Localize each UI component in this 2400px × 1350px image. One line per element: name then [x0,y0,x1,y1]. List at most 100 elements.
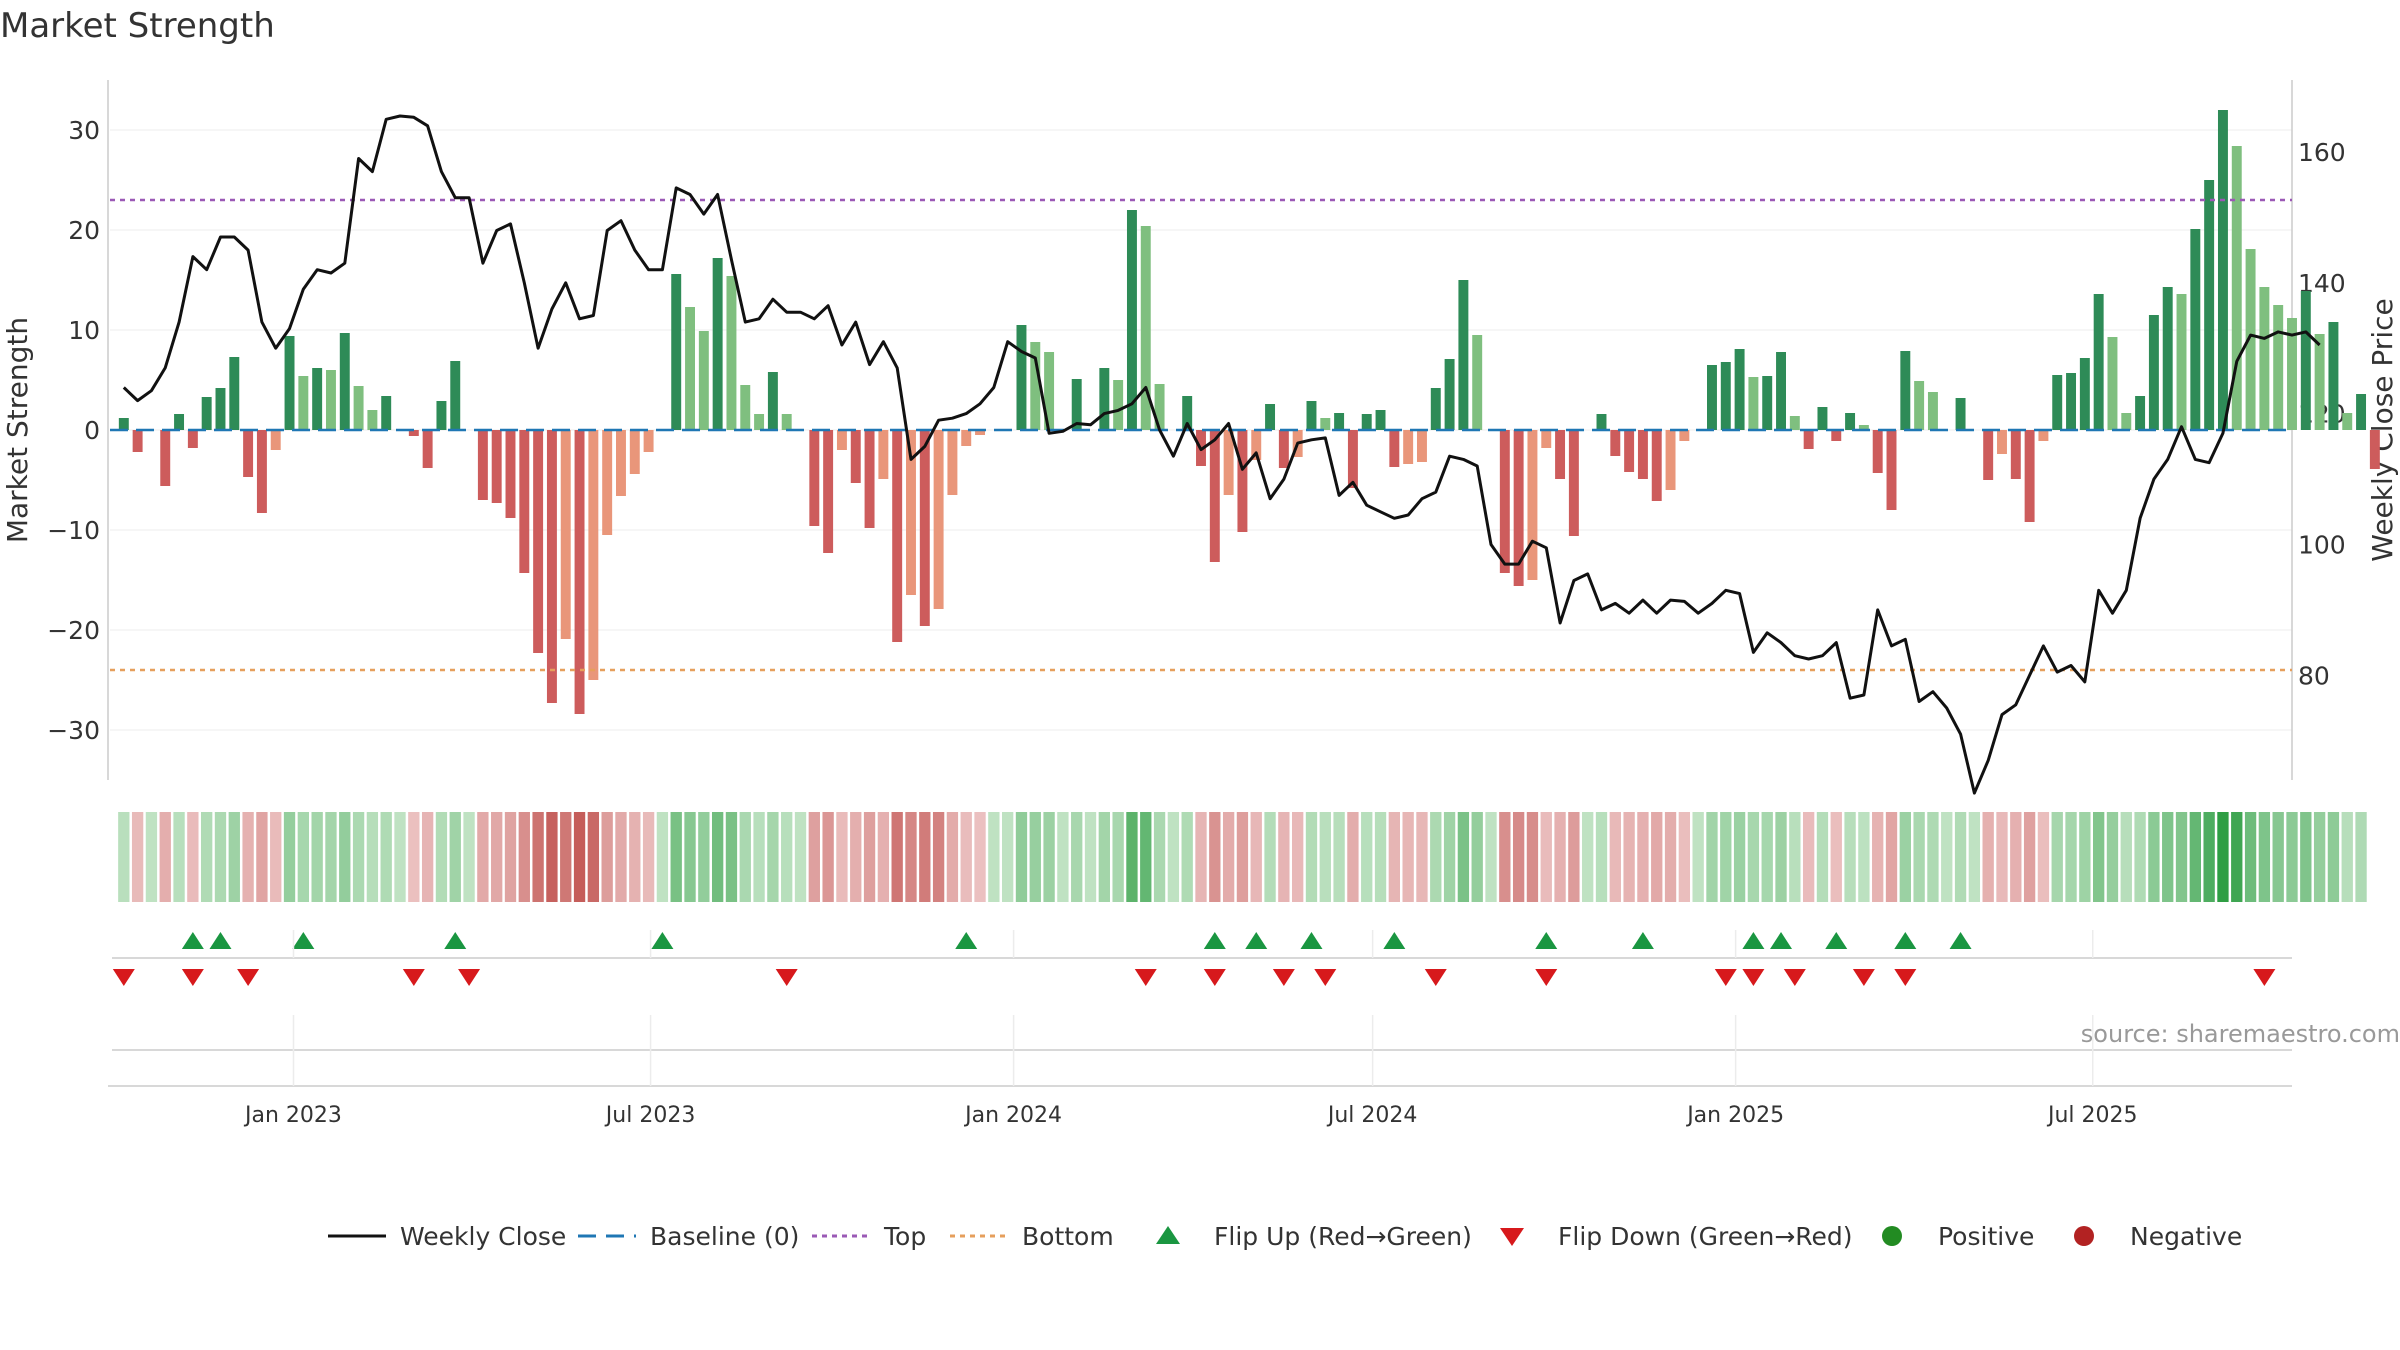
strength-bar-negative [1403,430,1414,464]
heat-cell [960,812,972,902]
flip-up-marker [955,932,978,949]
x-tick-label: Jan 2023 [243,1103,342,1128]
strength-bar-negative [933,430,944,609]
heat-cell [1388,812,1401,902]
strength-bar-negative [1610,430,1621,456]
strength-bar-positive [1817,407,1828,430]
heat-cell [684,812,696,902]
strength-bar-positive [2300,291,2311,430]
heat-cell [187,812,199,902]
heat-cell [1264,812,1276,902]
x-tick-label: Jan 2025 [1685,1103,1784,1128]
heat-cell [2079,812,2091,902]
strength-bar-positive [1472,335,1483,430]
heat-cell [1057,812,1069,902]
strength-bar-negative [878,430,889,479]
heat-cell [2092,812,2105,902]
strength-bar-negative [864,430,875,528]
heat-cell [366,812,379,902]
flip-up-marker [209,932,232,949]
strength-bar-negative [533,430,544,653]
flip-down-marker [1742,969,1765,986]
x-tick-label: Jul 2025 [2046,1103,2138,1128]
y-right-tick-label: 160 [2298,138,2346,167]
strength-bar-negative [961,430,972,446]
heat-cell [2217,812,2229,902]
heat-cell [394,812,406,902]
flip-down-marker [181,969,204,986]
heat-cell [1250,812,1262,902]
flip-up-marker [1770,932,1793,949]
heat-cell [449,812,461,902]
heat-cell [2258,812,2271,902]
y-left-tick-label: 0 [84,416,100,445]
legend-label: Bottom [1022,1222,1114,1251]
strength-bar-negative [906,430,916,595]
strength-bar-negative [1651,430,1662,501]
strength-bar-positive [450,361,461,430]
heat-cell [1899,812,1911,902]
legend-label: Flip Up (Red→Green) [1214,1222,1472,1251]
strength-bar-positive [2162,287,2173,430]
strength-bar-negative [187,430,198,448]
strength-bar-negative [1803,430,1814,449]
heat-cell [1292,812,1304,902]
strength-bar-positive [1306,401,1317,430]
strength-bar-negative [422,430,433,468]
heat-cell [1692,812,1704,902]
strength-bar-positive [1955,398,1966,430]
strength-bar-negative [1223,430,1234,495]
heat-cell [1637,812,1649,902]
heat-cell [2051,812,2063,902]
heat-cell [1402,812,1414,902]
strength-bar-positive [2148,315,2159,430]
strength-bar-negative [505,430,516,518]
heat-cell [587,812,600,902]
strength-bar-positive [118,418,129,430]
heat-cell [2286,812,2298,902]
heat-cell [463,812,475,902]
flip-down-marker [1272,969,1295,986]
strength-bar-positive [712,258,723,430]
strength-bar-positive [1734,349,1745,430]
heat-cell [242,812,254,902]
heat-cell [988,812,1000,902]
heat-cell [380,812,392,902]
heat-cell [1443,812,1456,902]
heat-cell [1941,812,1953,902]
heat-cell [1140,812,1152,902]
heat-cell [1554,812,1566,902]
strength-bar-negative [2038,430,2049,441]
heat-cell [325,812,337,902]
heat-cell [2162,812,2174,902]
strength-bar-positive [1182,396,1193,430]
weekly-close-line [122,114,2321,795]
heat-cell [615,812,627,902]
heat-cell [1651,812,1663,902]
strength-bar-positive [284,336,295,430]
heat-cell [1844,812,1856,902]
strength-bar-positive [1140,226,1151,430]
heat-cell [1347,812,1359,902]
strength-bar-positive [201,397,212,430]
strength-bar-positive [2204,180,2215,430]
strength-bar-negative [892,430,903,642]
strength-bar-positive [2079,358,2090,430]
flip-up-marker [1383,932,1406,949]
strength-bar-positive [353,386,364,430]
strength-bar-negative [947,430,958,495]
strength-bar-negative [823,430,834,553]
flip-up-marker [1949,932,1972,949]
flip-up-marker [1825,932,1848,949]
strength-bar-positive [740,385,751,430]
heat-cell [1236,812,1249,902]
heat-cell [1678,812,1691,902]
strength-bar-positive [2107,337,2118,430]
heat-cell [1540,812,1552,902]
flip-up-marker [1535,932,1558,949]
heat-cell [256,812,268,902]
strength-bar-positive [698,331,709,430]
strength-bar-positive [2273,305,2284,430]
strength-bar-positive [381,396,392,430]
strength-bar-positive [1071,379,1082,430]
